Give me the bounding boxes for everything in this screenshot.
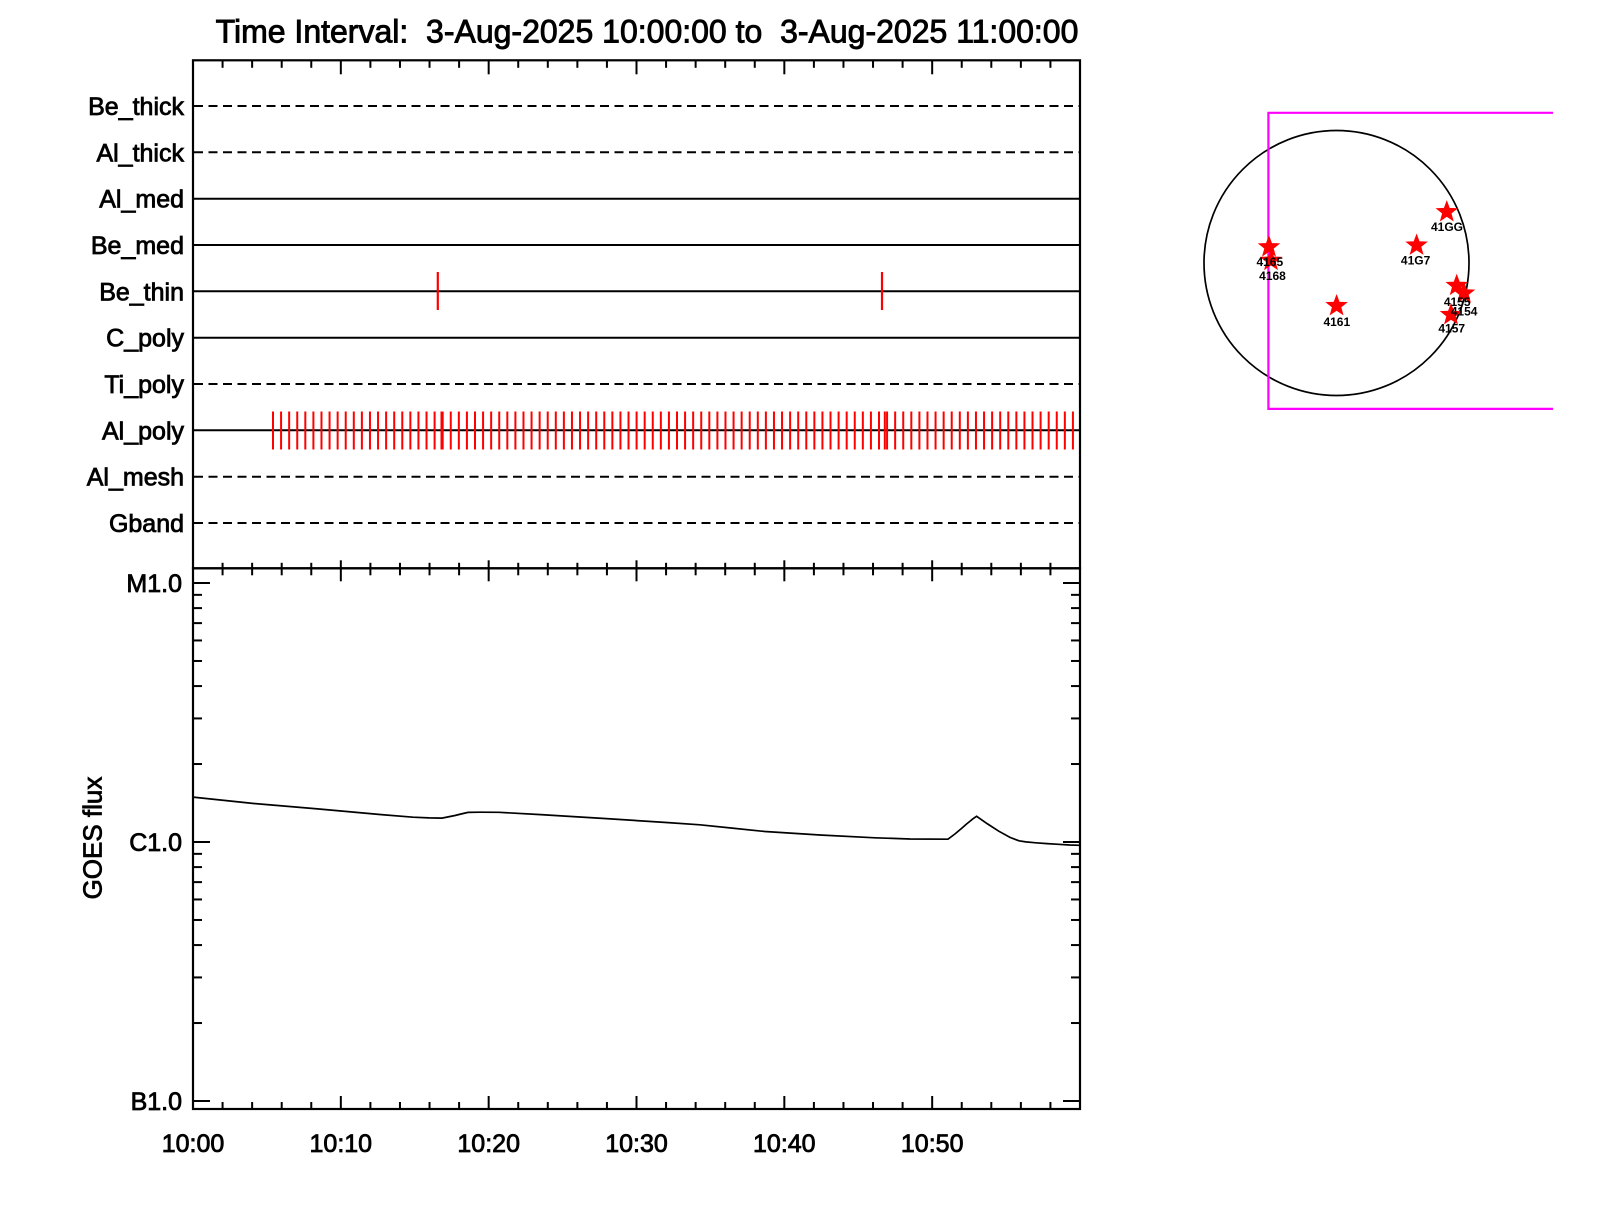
svg-text:10:00: 10:00 bbox=[162, 1130, 225, 1158]
svg-text:10:10: 10:10 bbox=[310, 1130, 373, 1158]
svg-text:4155: 4155 bbox=[1444, 295, 1471, 309]
svg-text:Ti_poly: Ti_poly bbox=[104, 371, 184, 399]
svg-text:10:20: 10:20 bbox=[457, 1130, 520, 1158]
svg-text:10:40: 10:40 bbox=[753, 1130, 816, 1158]
svg-text:GOES flux: GOES flux bbox=[78, 777, 108, 900]
svg-text:10:50: 10:50 bbox=[901, 1130, 964, 1158]
svg-text:C1.0: C1.0 bbox=[129, 829, 182, 857]
svg-text:10:30: 10:30 bbox=[605, 1130, 668, 1158]
svg-text:4168: 4168 bbox=[1259, 269, 1286, 283]
svg-text:41G7: 41G7 bbox=[1401, 254, 1431, 268]
svg-text:M1.0: M1.0 bbox=[126, 570, 182, 598]
svg-text:Al_poly: Al_poly bbox=[102, 417, 184, 445]
svg-text:4165: 4165 bbox=[1256, 255, 1283, 269]
svg-text:Be_med: Be_med bbox=[91, 232, 184, 260]
svg-text:41GG: 41GG bbox=[1431, 220, 1463, 234]
svg-text:Time Interval: 3-Aug-2025 10:: Time Interval: 3-Aug-2025 10:00:00 to 3-… bbox=[216, 14, 1079, 50]
svg-text:Al_mesh: Al_mesh bbox=[87, 464, 184, 492]
svg-text:Al_med: Al_med bbox=[99, 186, 184, 214]
svg-text:Be_thin: Be_thin bbox=[99, 278, 184, 306]
svg-text:4157: 4157 bbox=[1438, 322, 1465, 336]
svg-text:Al_thick: Al_thick bbox=[96, 139, 184, 167]
svg-text:B1.0: B1.0 bbox=[131, 1088, 182, 1116]
svg-text:Gband: Gband bbox=[109, 510, 184, 538]
svg-text:4154: 4154 bbox=[1451, 305, 1478, 319]
svg-text:C_poly: C_poly bbox=[106, 325, 184, 353]
svg-text:4161: 4161 bbox=[1323, 315, 1350, 329]
svg-text:Be_thick: Be_thick bbox=[88, 93, 184, 121]
